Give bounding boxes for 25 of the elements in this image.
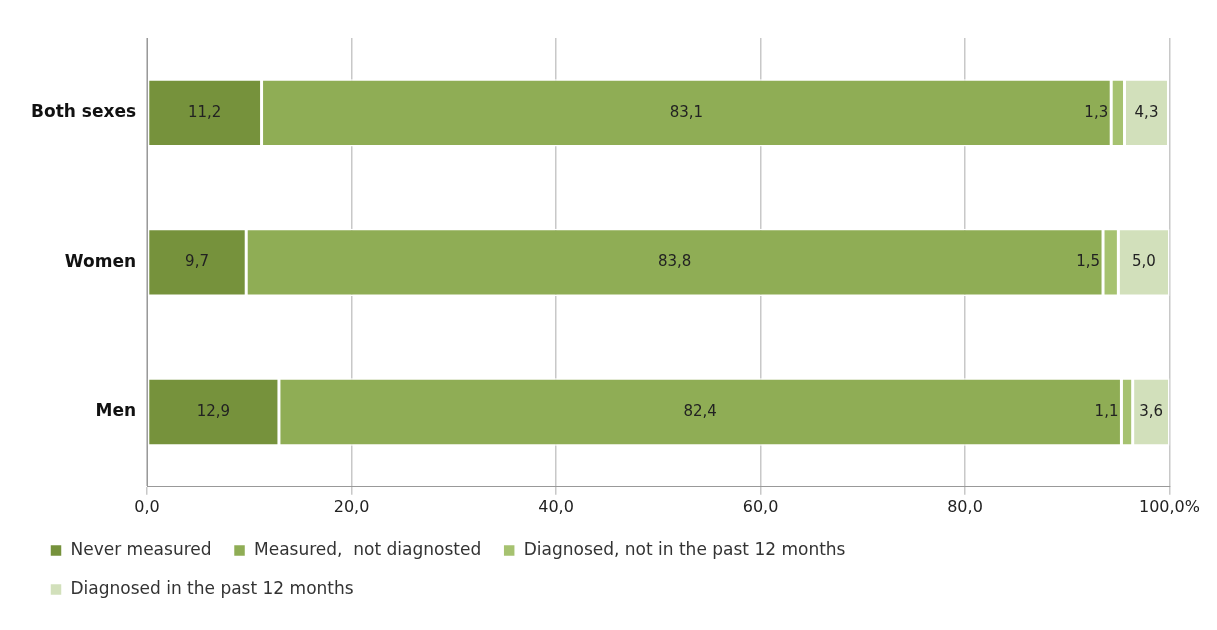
data-label: 3,6 bbox=[1139, 401, 1164, 420]
y-tick-label: Women bbox=[64, 250, 137, 271]
data-label: 4,3 bbox=[1134, 102, 1159, 121]
y-tick-label: Both sexes bbox=[31, 101, 137, 122]
data-label: 9,7 bbox=[185, 252, 209, 271]
x-tick-label: 100,0% bbox=[1138, 496, 1200, 516]
data-label: 1,5 bbox=[1076, 252, 1101, 271]
data-label: 83,8 bbox=[657, 252, 692, 271]
data-label: 82,4 bbox=[683, 401, 717, 420]
x-tick-label: 0,0 bbox=[134, 496, 160, 516]
data-label: 5,0 bbox=[1132, 252, 1156, 271]
y-tick-label: Men bbox=[95, 400, 137, 421]
x-tick-label: 60,0 bbox=[742, 496, 779, 516]
legend-label: Measured, not diagnosted bbox=[254, 538, 482, 559]
data-label: 1,3 bbox=[1084, 102, 1109, 121]
legend-label: Never measured bbox=[70, 538, 212, 559]
legend-label: Diagnosed, not in the past 12 months bbox=[523, 538, 846, 559]
x-tick-label: 20,0 bbox=[333, 496, 370, 516]
legend-label: Diagnosed in the past 12 months bbox=[70, 577, 354, 598]
x-tick-label: 80,0 bbox=[947, 496, 983, 516]
x-tick-label: 40,0 bbox=[538, 496, 574, 516]
data-label: 1,1 bbox=[1094, 401, 1119, 420]
data-label: 11,2 bbox=[187, 102, 222, 121]
data-label: 83,1 bbox=[669, 102, 704, 121]
data-label: 12,9 bbox=[196, 401, 231, 420]
